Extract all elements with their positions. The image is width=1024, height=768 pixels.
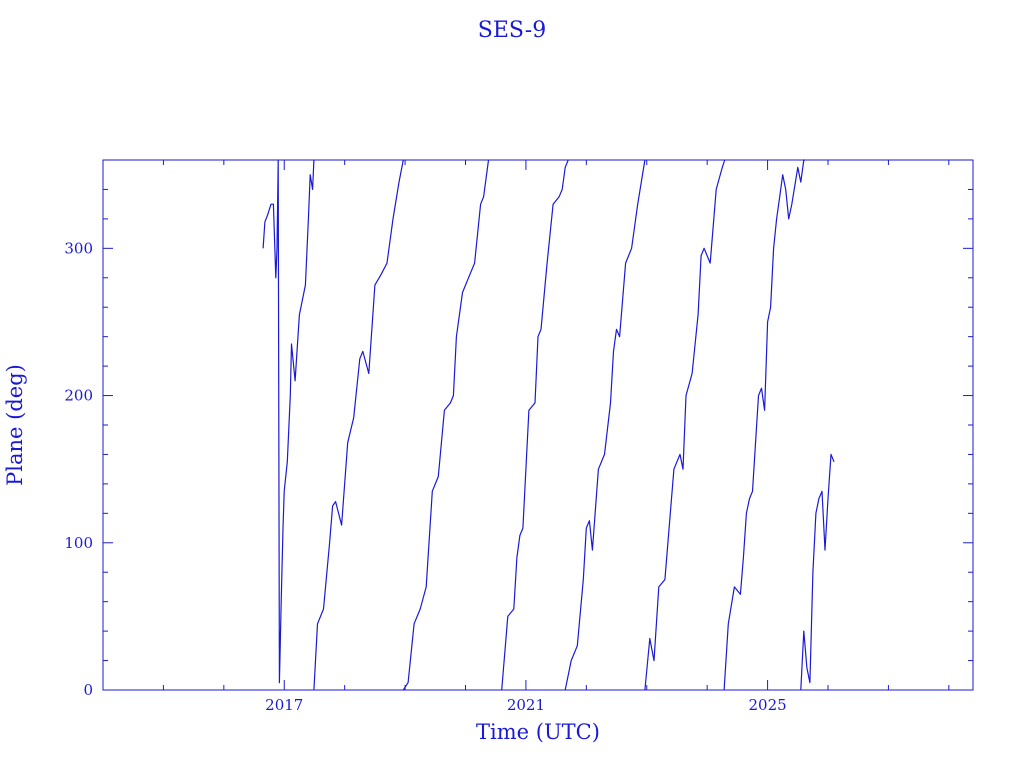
series-segment-7: [723, 159, 805, 691]
series-segment-3: [402, 159, 490, 691]
x-tick-label: 2021: [507, 696, 545, 714]
plot-frame: [102, 159, 974, 691]
chart-title: SES-9: [478, 18, 546, 43]
series-segment-2: [313, 159, 404, 691]
x-tick-label: 2025: [748, 696, 786, 714]
series-segment-6: [644, 159, 726, 691]
series-segment-5: [564, 159, 646, 691]
series-segment-1: [262, 159, 315, 684]
x-axis-label: Time (UTC): [476, 720, 600, 744]
y-tick-label: 0: [83, 681, 93, 699]
y-tick-label: 100: [64, 534, 93, 552]
series-segment-8: [800, 453, 835, 691]
series-segment-4: [501, 159, 569, 691]
y-tick-label: 300: [64, 239, 93, 257]
x-tick-label: 2017: [265, 696, 303, 714]
y-axis-label: Plane (deg): [3, 364, 27, 486]
y-tick-label: 200: [64, 387, 93, 405]
